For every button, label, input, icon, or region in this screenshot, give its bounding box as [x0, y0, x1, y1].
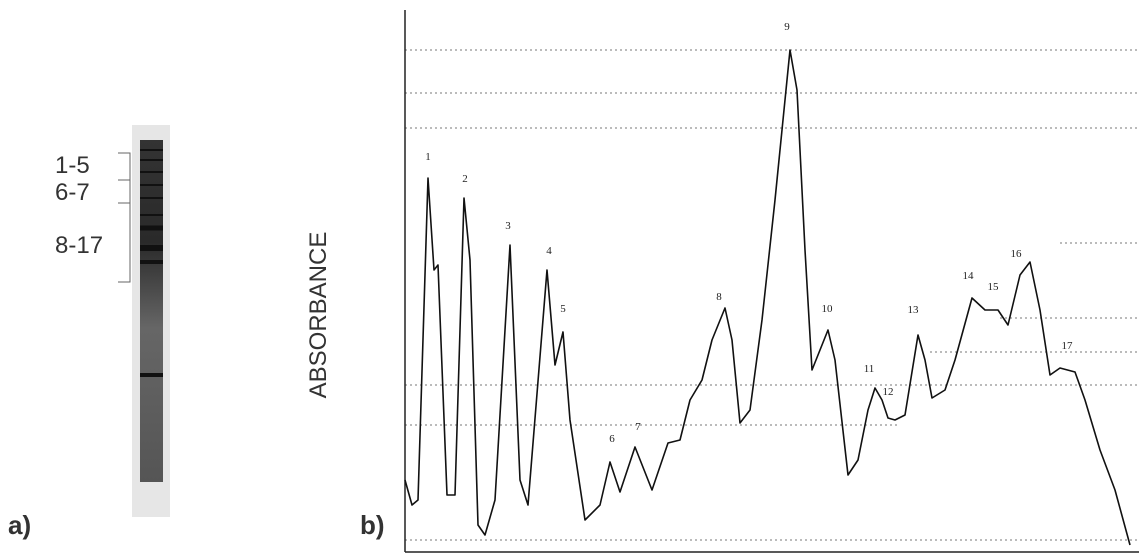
grid	[405, 49, 1139, 541]
peak-label: 12	[883, 386, 894, 398]
gel-panel: 1-5 6-7 8-17 a)	[8, 125, 170, 540]
peak-label: 1	[425, 151, 431, 163]
peak-label: 6	[609, 433, 615, 445]
peak-label: 17	[1062, 340, 1074, 352]
peak-label: 5	[560, 303, 566, 315]
gel-bands	[140, 149, 163, 377]
band-label: 8-17	[55, 232, 103, 259]
gel-lane	[140, 140, 163, 482]
peak-label: 11	[864, 363, 875, 375]
panel-label: a)	[8, 510, 31, 540]
peak-label: 14	[963, 270, 975, 282]
band-label: 1-5	[55, 152, 90, 179]
peak-label: 10	[822, 303, 834, 315]
peak-label: 2	[462, 173, 468, 185]
panel-label: b)	[360, 510, 385, 540]
band-brackets	[118, 152, 131, 283]
peak-label: 15	[988, 281, 1000, 293]
peak-label: 9	[784, 21, 790, 33]
absorbance-trace	[404, 49, 1131, 546]
peak-label: 4	[546, 245, 552, 257]
peak-label: 8	[716, 291, 722, 303]
peak-label: 7	[635, 421, 641, 433]
band-label: 6-7	[55, 179, 90, 206]
y-axis-label: ABSORBANCE	[305, 232, 332, 399]
peak-label: 3	[505, 220, 511, 232]
peak-label: 13	[908, 304, 920, 316]
peak-label: 16	[1011, 248, 1023, 260]
